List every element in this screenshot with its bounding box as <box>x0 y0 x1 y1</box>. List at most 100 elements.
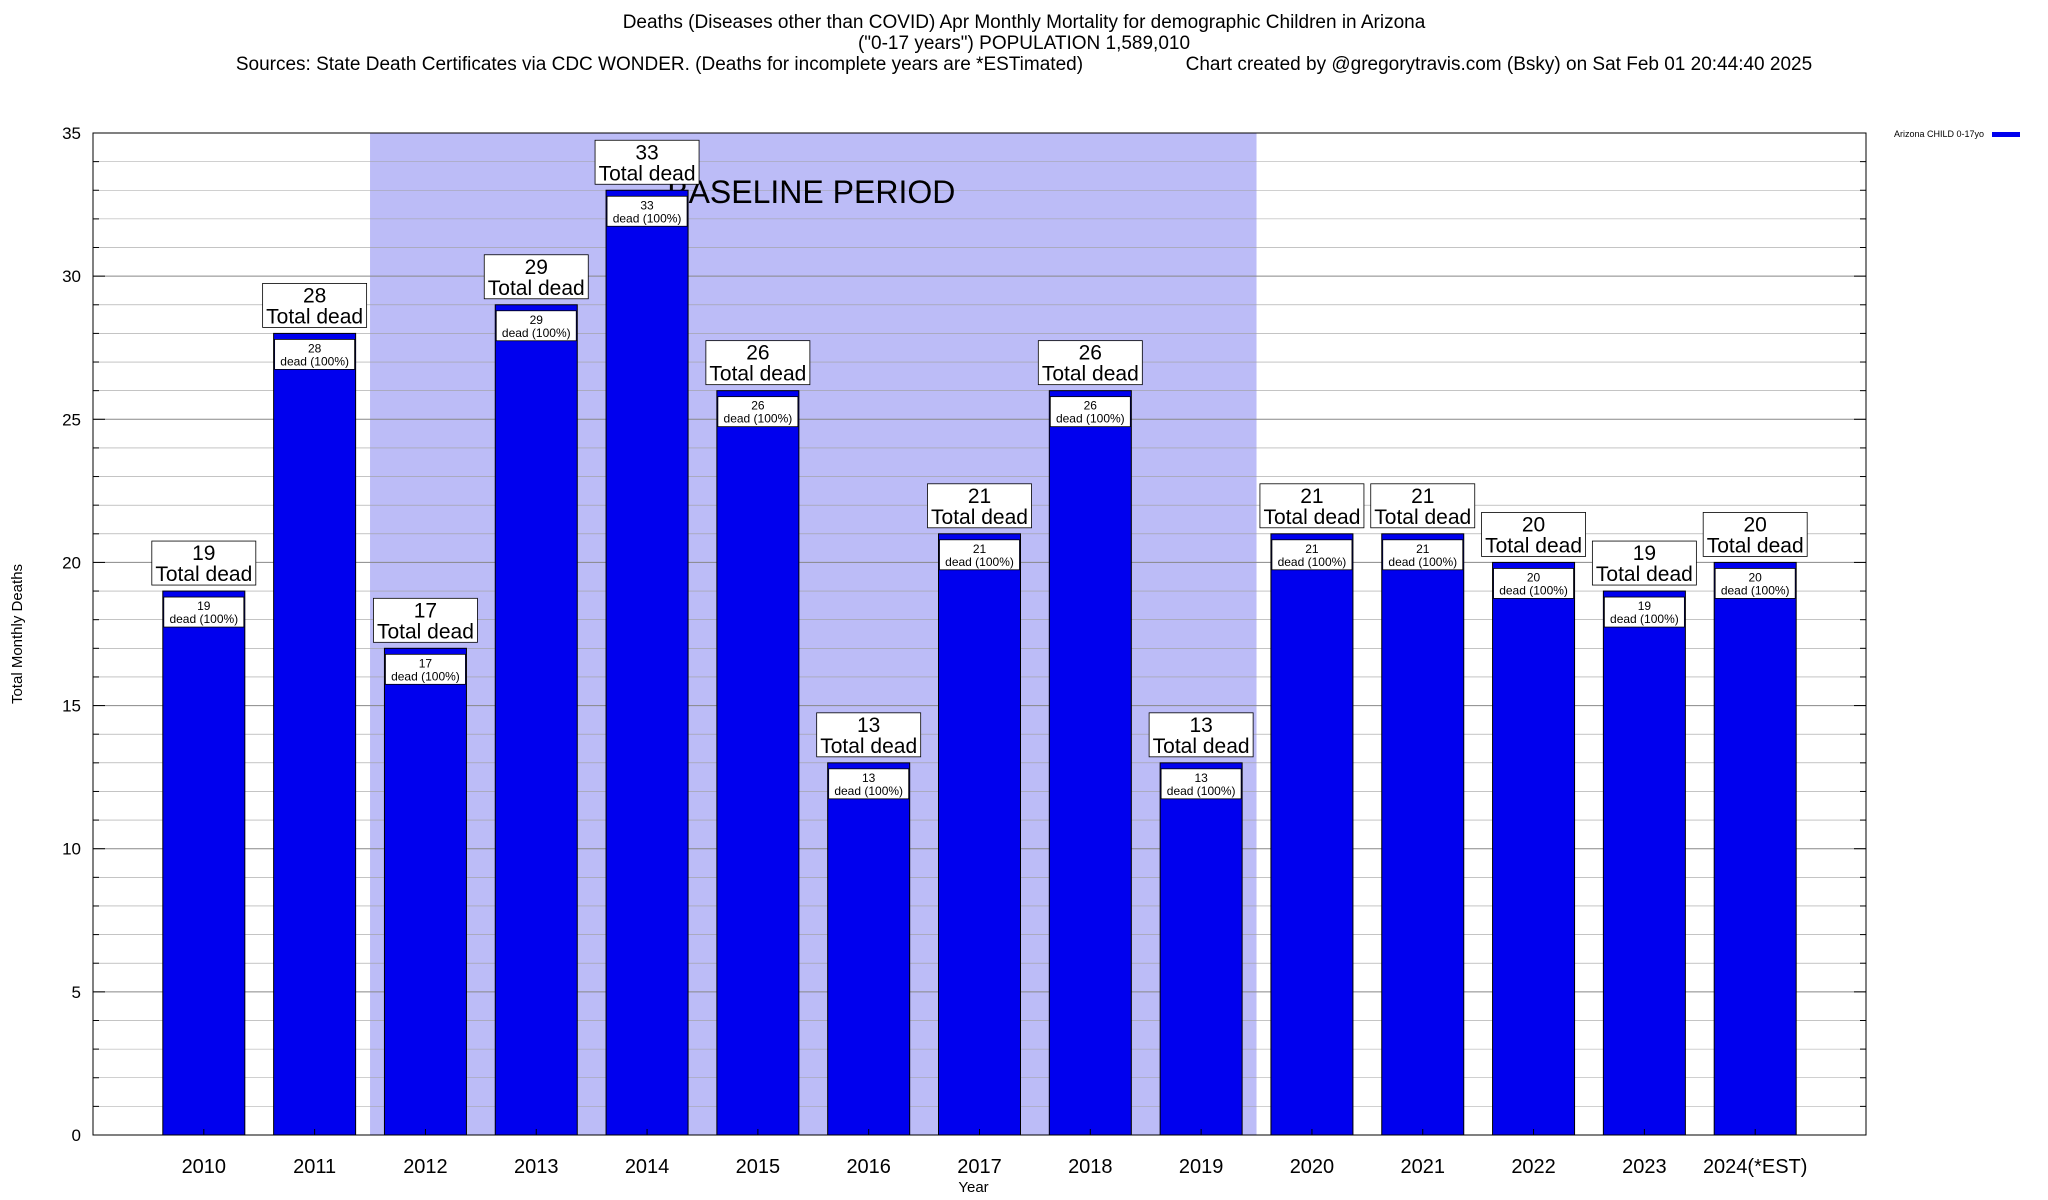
total-dead-label: Total dead <box>1485 534 1582 557</box>
inner-label-box <box>606 195 688 227</box>
inner-label-box <box>1049 396 1131 428</box>
inner-value-label: 21 <box>1305 542 1319 556</box>
y-tick-label: 15 <box>62 697 81 716</box>
bar <box>1713 561 1797 1136</box>
inner-value-label: 29 <box>530 313 544 327</box>
y-tick-label: 20 <box>62 553 81 572</box>
inner-value-label: 20 <box>1749 570 1763 584</box>
total-dead-label: Total dead <box>1596 563 1693 586</box>
total-dead-label: Total dead <box>377 620 474 643</box>
inner-label-box <box>163 596 245 628</box>
chart-subtitle: ("0-17 years") POPULATION 1,589,010 <box>857 33 1191 54</box>
x-tick-label: 2021 <box>1401 1156 1446 1178</box>
inner-value-label: 21 <box>1416 542 1430 556</box>
bar <box>1602 590 1686 1136</box>
total-label-box <box>1037 340 1143 386</box>
inner-label-box <box>717 396 799 428</box>
total-value-label: 33 <box>635 141 658 164</box>
inner-value-label: 19 <box>1638 599 1652 613</box>
x-tick-label: 2017 <box>957 1156 1002 1178</box>
inner-percent-label: dead (100%) <box>1167 784 1236 798</box>
total-dead-label: Total dead <box>931 506 1028 529</box>
inner-percent-label: dead (100%) <box>502 326 571 340</box>
baseline-period-label: BASELINE PERIOD <box>667 174 955 210</box>
bar <box>827 762 911 1136</box>
inner-label-box <box>1714 568 1796 599</box>
bar <box>1381 533 1465 1136</box>
bar <box>716 390 800 1136</box>
chart-title: Deaths (Diseases other than COVID) Apr M… <box>622 12 1426 33</box>
x-tick-label: 2011 <box>293 1156 336 1178</box>
total-label-box <box>373 597 478 643</box>
y-tick-label: 0 <box>72 1126 81 1145</box>
inner-value-label: 20 <box>1527 570 1541 584</box>
x-tick-label: 2020 <box>1290 1156 1335 1178</box>
total-dead-label: Total dead <box>820 735 917 758</box>
total-label-box <box>262 282 368 328</box>
x-tick-label: 2015 <box>736 1156 781 1178</box>
total-label-box <box>1259 483 1365 529</box>
inner-label-box <box>828 768 910 800</box>
inner-label-box <box>385 653 466 685</box>
total-value-label: 28 <box>303 284 326 307</box>
total-label-box <box>1481 512 1586 557</box>
bar <box>162 590 246 1136</box>
x-tick-label: 2014 <box>625 1156 670 1178</box>
bar <box>494 304 578 1136</box>
total-value-label: 19 <box>192 542 215 565</box>
total-label-box <box>151 540 257 586</box>
inner-percent-label: dead (100%) <box>724 412 793 426</box>
inner-percent-label: dead (100%) <box>280 354 349 368</box>
total-dead-label: Total dead <box>1153 735 1250 758</box>
x-tick-label: 2013 <box>514 1156 559 1178</box>
inner-percent-label: dead (100%) <box>1721 583 1790 597</box>
total-value-label: 20 <box>1744 513 1767 536</box>
total-label-box <box>1148 712 1254 758</box>
total-dead-label: Total dead <box>1374 506 1471 529</box>
total-value-label: 21 <box>1300 485 1323 508</box>
chart-credit: Chart created by @gregorytravis.com (Bsk… <box>1185 54 1813 75</box>
total-label-box <box>927 483 1032 529</box>
total-dead-label: Total dead <box>1263 506 1360 529</box>
inner-percent-label: dead (100%) <box>613 211 682 225</box>
bar <box>1492 561 1576 1136</box>
inner-percent-label: dead (100%) <box>945 555 1014 569</box>
bar <box>1159 762 1243 1136</box>
inner-value-label: 17 <box>419 656 433 670</box>
bar <box>383 647 467 1136</box>
inner-label-box <box>274 338 356 370</box>
bar <box>273 332 357 1136</box>
x-tick-label: 2019 <box>1179 1156 1224 1178</box>
total-label-box <box>1370 483 1476 529</box>
total-dead-label: Total dead <box>599 162 696 185</box>
inner-label-box <box>1160 768 1242 800</box>
inner-percent-label: dead (100%) <box>1278 555 1347 569</box>
inner-percent-label: dead (100%) <box>1499 583 1568 597</box>
inner-value-label: 28 <box>308 341 322 355</box>
x-tick-label: 2010 <box>182 1156 227 1178</box>
x-tick-label: 2018 <box>1068 1156 1113 1178</box>
total-label-box <box>483 254 589 300</box>
x-tick-label: 2024(*EST) <box>1703 1156 1808 1178</box>
y-axis-label: Total Monthly Deaths <box>9 564 26 704</box>
total-value-label: 20 <box>1522 513 1545 536</box>
legend-swatch <box>1992 131 2021 137</box>
inner-value-label: 19 <box>197 599 211 613</box>
total-value-label: 13 <box>857 714 880 737</box>
inner-value-label: 26 <box>1084 399 1098 413</box>
bar <box>1048 390 1132 1136</box>
total-value-label: 26 <box>1079 342 1102 365</box>
total-value-label: 13 <box>1189 714 1212 737</box>
legend: Arizona CHILD 0-17yo <box>1894 129 2021 139</box>
total-label-box <box>705 340 811 386</box>
y-tick-label: 5 <box>72 983 81 1002</box>
total-value-label: 29 <box>525 256 548 279</box>
inner-value-label: 13 <box>1194 771 1208 785</box>
total-value-label: 21 <box>968 485 991 508</box>
inner-label-box <box>1271 539 1353 571</box>
total-label-box <box>594 139 700 185</box>
inner-label-box <box>495 310 577 342</box>
chart-header: Deaths (Diseases other than COVID) Apr M… <box>0 12 2048 75</box>
inner-label-box <box>1493 568 1574 599</box>
